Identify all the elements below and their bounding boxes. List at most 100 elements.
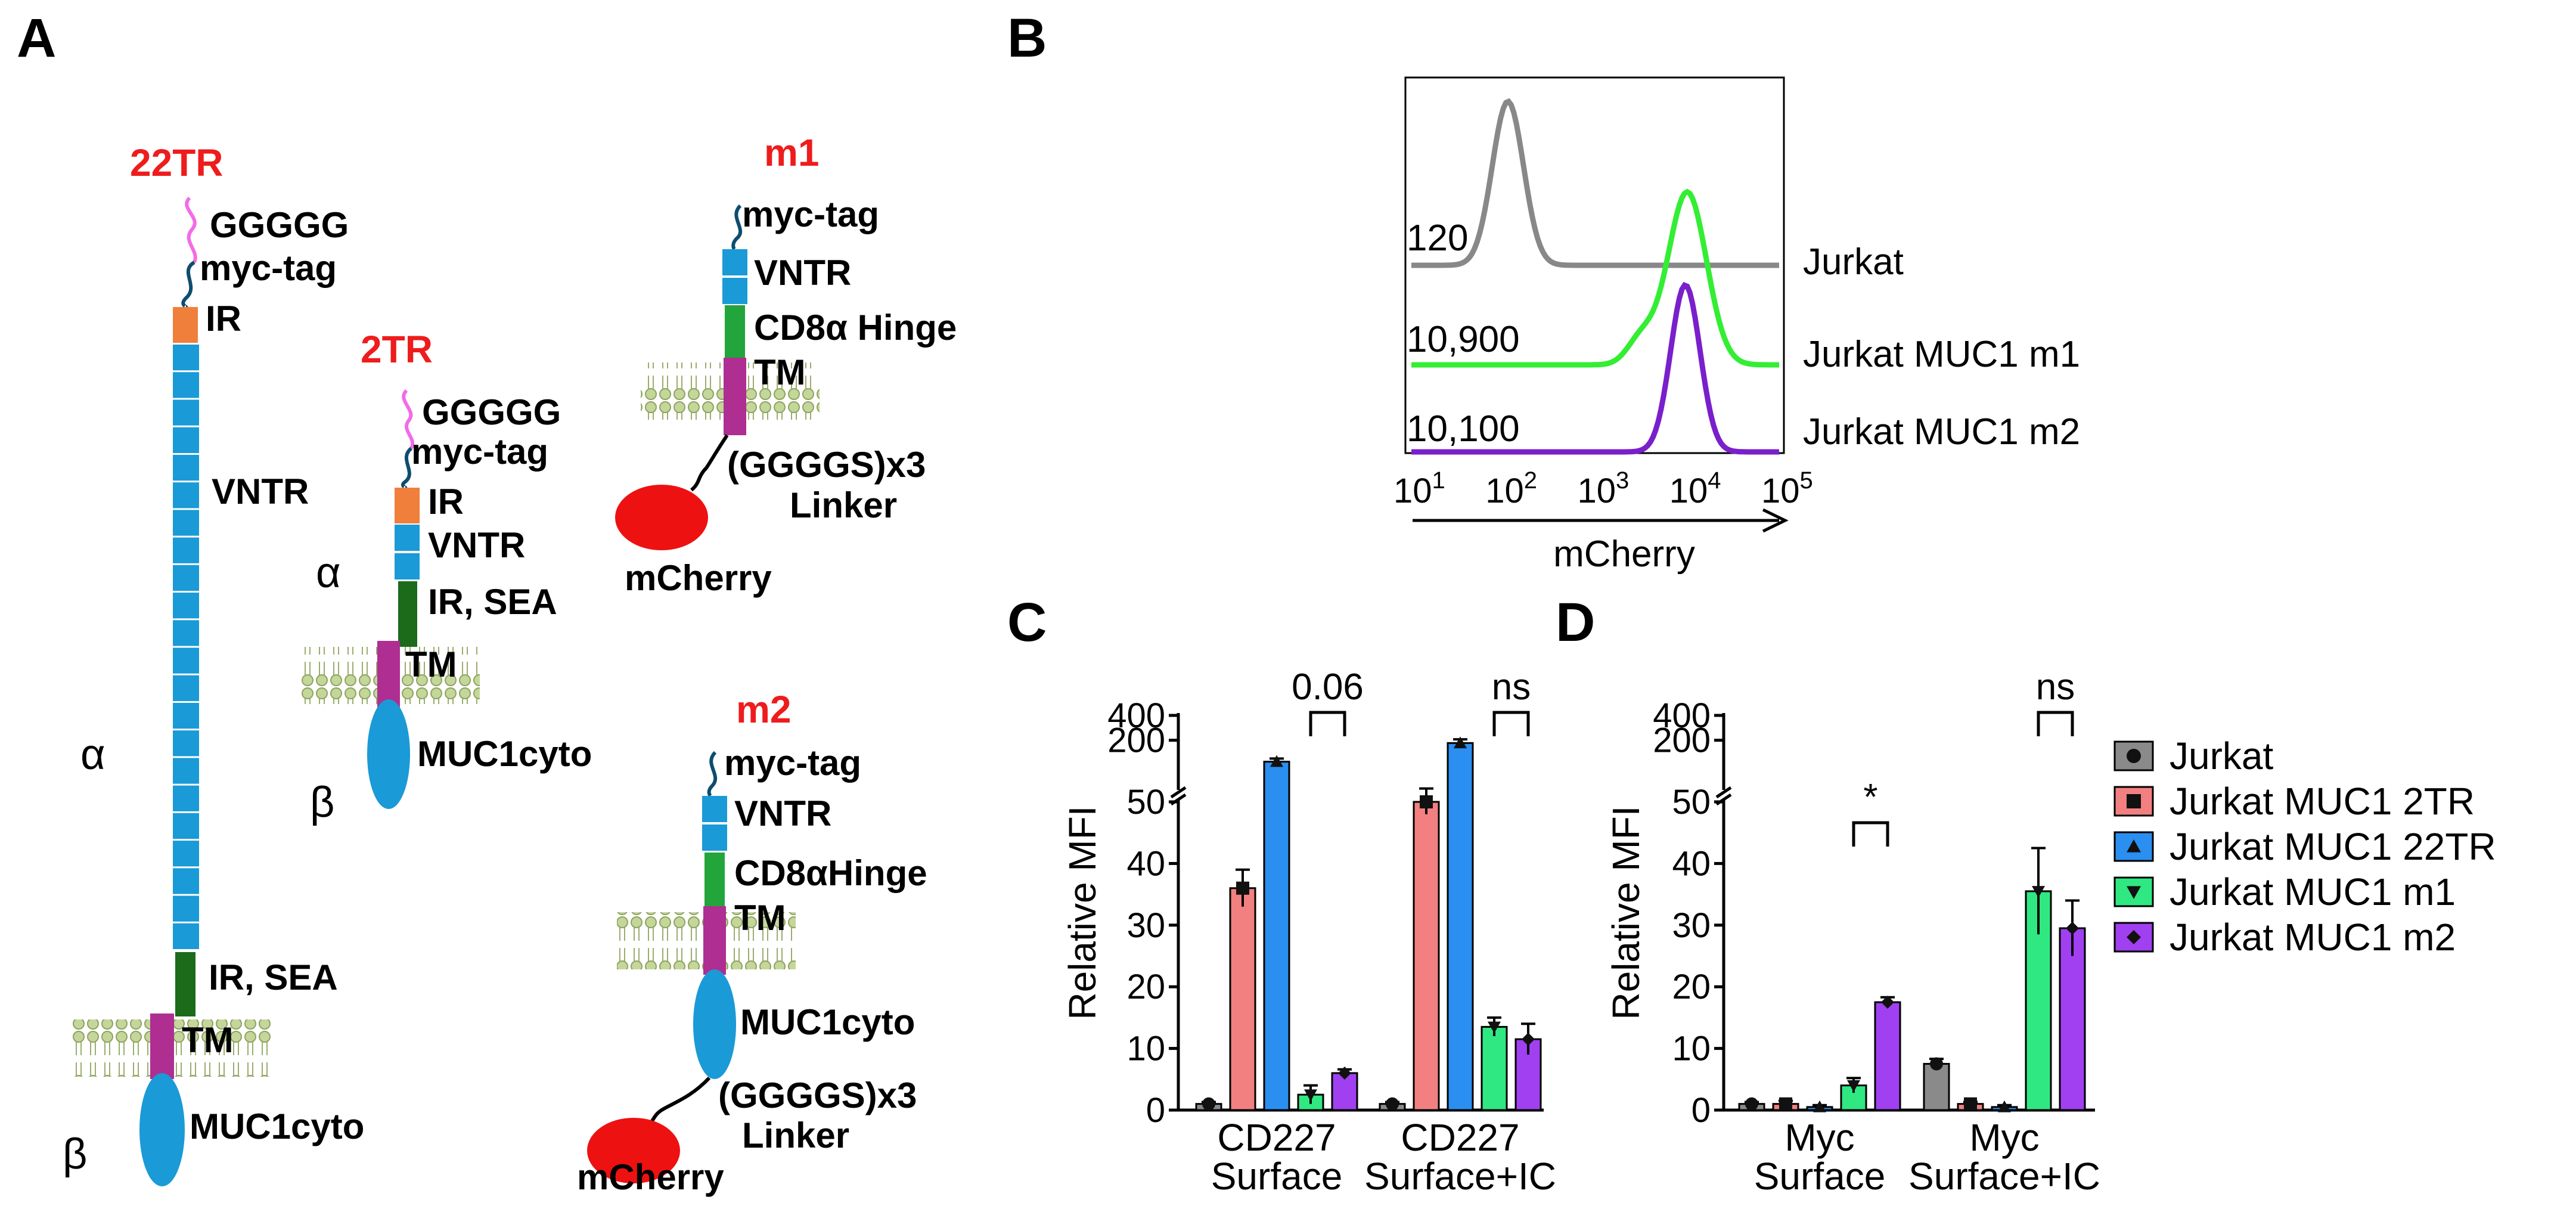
vntr-repeat [173,647,199,674]
myc-tag [731,204,742,250]
ir-sea-label: IR, SEA [209,957,338,997]
panel-label-d: D [1556,592,1595,653]
bar [1447,742,1474,1111]
myc-tag [707,751,718,798]
hinge-label: CD8α Hinge [754,308,957,348]
vntr-repeat [173,730,199,757]
y-tick-label: 10 [1126,1030,1165,1068]
vntr-repeat [173,593,199,619]
vntr-repeat [173,399,199,426]
significance-bracket [1492,711,1530,736]
bar [1481,1025,1508,1111]
tm-segment [724,358,746,435]
x-tick-label: 104 [1669,467,1721,510]
linker-label: GGGGG [422,392,561,432]
hinge-segment [704,853,725,910]
ir-label: IR [428,482,464,522]
x-axis-label: mCherry [1553,534,1695,575]
ir-label: IR [206,299,241,339]
bar [1229,887,1256,1111]
glycine-linker [402,389,415,450]
construct-m1: m1 myc-tag VNTR CD8α Hinge TM (GGGGS)x3 … [615,131,957,598]
vntr-label: VNTR [754,253,851,293]
y-tick-label: 20 [1672,968,1711,1006]
vntr-repeat [173,813,199,839]
data-point [1964,1097,1977,1111]
y-tick-label: 200 [1107,721,1165,760]
beta-label: β [310,779,334,826]
muc1cyto-domain [693,969,736,1079]
tm-label: TM [182,1020,234,1060]
data-point [1522,1033,1535,1046]
alpha-label: α [316,549,341,597]
x-tick-label: 105 [1761,467,1813,510]
fp-label: mCherry [625,558,772,598]
linker-line [645,1076,711,1129]
construct-title: 22TR [130,141,224,184]
linker-label-1: (GGGGS)x3 [718,1075,917,1115]
data-point [1488,1021,1501,1034]
vntr-repeat [173,427,199,453]
data-point [1454,736,1467,749]
x-category-line2: Surface [1754,1155,1886,1198]
vntr-repeat [173,895,199,922]
data-point [1745,1097,1758,1111]
hinge-segment [725,305,745,362]
linker-line [690,434,729,492]
legend-marker [2127,930,2141,944]
vntr-repeat [173,841,199,867]
muc1cyto-domain [367,699,410,809]
bar [1263,761,1290,1111]
mcherry-domain [587,1118,680,1183]
myc-tag [181,261,195,309]
y-tick-label: 30 [1672,906,1711,945]
construct-title: m2 [736,688,792,731]
mfi-m1: 10,900 [1407,319,1520,360]
significance-bracket [1309,711,1346,736]
x-category-line1: CD227 [1217,1116,1336,1159]
construct-title: 2TR [361,328,433,371]
vntr-repeat [395,553,420,579]
ir-sea-segment [175,952,195,1016]
vntr-label: VNTR [734,794,831,833]
bar [1874,1001,1901,1111]
y-tick-label: 50 [1126,783,1165,822]
bar [1413,801,1440,1111]
vntr-repeat [173,537,199,563]
significance-label: ns [2036,667,2075,708]
ir-segment [395,488,420,523]
fp-label: mCherry [577,1157,724,1197]
vntr-label: VNTR [428,525,525,565]
mfi-jurkat: 120 [1407,218,1468,259]
axis-break-mark [1170,786,1187,799]
construct-title: m1 [764,131,820,174]
histogram-m1 [1411,188,1779,368]
ir-sea-segment [398,581,417,647]
vntr-repeat [173,702,199,729]
y-tick-label: 10 [1672,1030,1711,1068]
significance-label: 0.06 [1292,667,1364,708]
x-tick-labels: 101 102 103 104 105 [1393,467,1813,510]
data-point [1881,996,1894,1009]
vntr-repeat [722,249,747,275]
tm-segment [377,641,400,708]
vntr-repeat [173,923,199,949]
mfi-m2: 10,100 [1407,408,1520,450]
hinge-label: CD8αHinge [734,853,927,893]
ir-segment [173,307,198,343]
legend-label: Jurkat MUC1 m1 [2170,870,2456,913]
y-tick-label: 50 [1672,783,1711,822]
vntr-repeat [173,482,199,509]
data-point [2032,886,2045,898]
myc-label: myc-tag [742,194,879,234]
construct-m2: m2 myc-tag VNTR CD8αHinge TM MUC1cyto (G… [577,688,927,1197]
histogram-m2 [1411,281,1779,455]
vntr-repeats [173,345,199,949]
bar [1923,1062,1950,1111]
legend-marker [2127,794,2141,808]
data-point [1338,1066,1351,1080]
data-point [1813,1100,1826,1112]
